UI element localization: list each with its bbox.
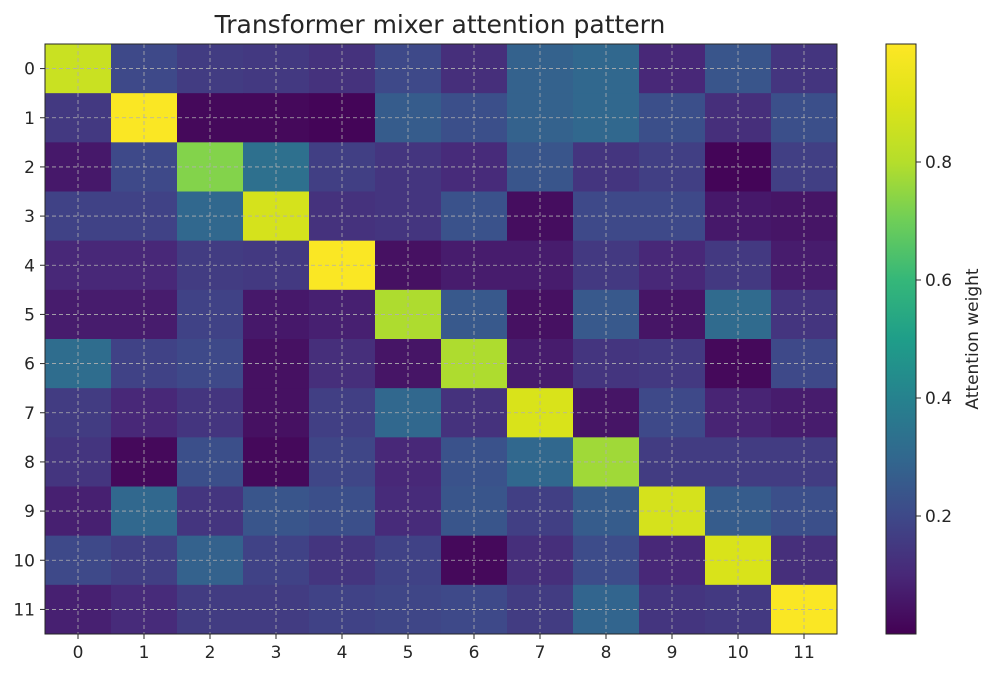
colorbar-tick-label: 0.6 xyxy=(925,271,952,291)
x-tick-label: 7 xyxy=(535,643,546,663)
y-tick-label: 4 xyxy=(24,256,35,276)
heatmap-grid xyxy=(45,44,837,634)
colorbar-tick-label: 0.4 xyxy=(925,389,952,409)
x-tick-label: 8 xyxy=(601,643,612,663)
x-tick-label: 9 xyxy=(667,643,678,663)
x-tick-label: 2 xyxy=(205,643,216,663)
y-tick-label: 2 xyxy=(24,158,35,178)
x-axis: 0 1 2 3 4 5 6 7 8 9 10 11 xyxy=(73,634,815,663)
colorbar xyxy=(885,43,917,635)
y-tick-label: 5 xyxy=(24,305,35,325)
y-tick-label: 1 xyxy=(24,109,35,129)
x-tick-label: 0 xyxy=(73,643,84,663)
x-tick-label: 1 xyxy=(139,643,150,663)
y-tick-label: 11 xyxy=(13,600,35,620)
x-tick-label: 11 xyxy=(793,643,815,663)
x-tick-label: 4 xyxy=(337,643,348,663)
plot-frame xyxy=(44,43,838,635)
y-tick-label: 0 xyxy=(24,60,35,80)
colorbar-ticks: 0.2 0.4 0.6 0.8 xyxy=(916,153,952,527)
heatmap-cells xyxy=(45,44,838,635)
x-tick-label: 6 xyxy=(469,643,480,663)
colorbar-label: Attention weight xyxy=(963,268,983,410)
colorbar-tick-label: 0.2 xyxy=(925,507,952,527)
y-axis: 0 1 2 3 4 5 6 7 8 9 10 11 xyxy=(13,60,45,620)
x-tick-label: 5 xyxy=(403,643,414,663)
y-tick-label: 3 xyxy=(24,207,35,227)
x-tick-label: 3 xyxy=(271,643,282,663)
y-tick-label: 8 xyxy=(24,453,35,473)
y-tick-label: 9 xyxy=(24,502,35,522)
y-tick-label: 7 xyxy=(24,404,35,424)
y-tick-label: 10 xyxy=(13,551,35,571)
chart-title: Transformer mixer attention pattern xyxy=(214,10,666,39)
y-tick-label: 6 xyxy=(24,355,35,375)
colorbar-tick-label: 0.8 xyxy=(925,153,952,173)
x-tick-label: 10 xyxy=(727,643,749,663)
